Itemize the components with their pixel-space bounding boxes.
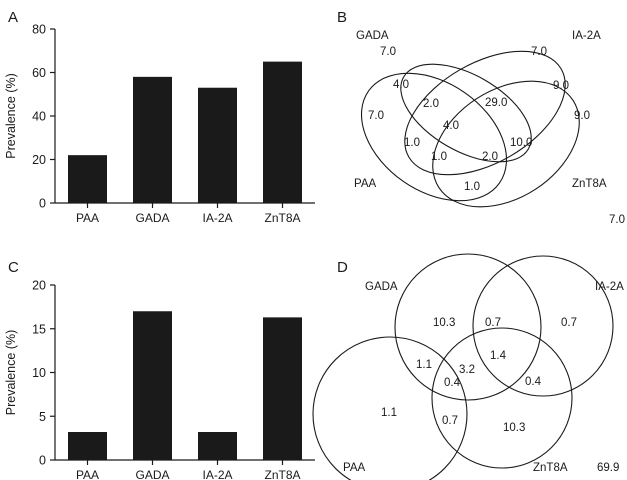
venn-b-ia2a-ellipse <box>404 50 566 176</box>
venn-b-region-gada-paa-znt8a: 1.0 <box>431 151 447 163</box>
chart-c-y-axis-label: Prevalence (%) <box>4 330 18 415</box>
chart-a-bar <box>133 76 172 203</box>
venn-d-region-gada-znt8a: 3.2 <box>459 364 475 376</box>
venn-b-region-ia2a: 7.0 <box>531 46 547 58</box>
venn-b-gada-ellipse <box>400 63 532 163</box>
chart-a-y-tick-label: 0 <box>39 197 46 211</box>
venn-b-region-paa-gada-ia2a: 1.0 <box>464 181 480 193</box>
venn-b-region-ia2a-znt8a-gada: 10.0 <box>510 137 532 149</box>
venn-b-set-label-znt8a: ZnT8A <box>572 178 607 190</box>
chart-a-y-axis-label: Prevalence (%) <box>4 73 18 158</box>
venn-b-region-paa: 7.0 <box>368 110 384 122</box>
venn-d-region-gada-paa-znt8a: 0.4 <box>444 377 461 389</box>
venn-b-set-label-gada: GADA <box>356 30 389 42</box>
venn-b-set-label-ia2a: IA-2A <box>572 30 601 42</box>
chart-c-y-tick-label: 0 <box>39 454 46 468</box>
chart-a-x-tick-label: ZnT8A <box>264 211 300 225</box>
chart-a-x-tick-label: GADA <box>135 211 169 225</box>
bar-chart-c: 0 5 10 15 20 PAA GADA IA-2A ZnT8A Prevalence (%) <box>4 279 315 480</box>
chart-c-x-tick-label: GADA <box>135 468 169 480</box>
venn-b-znt8a-ellipse <box>432 80 580 208</box>
chart-c-bar <box>133 311 172 460</box>
venn-d-region-paa: 1.1 <box>381 407 397 419</box>
chart-c-bar <box>198 432 237 460</box>
chart-c-x-tick-label: PAA <box>76 468 99 480</box>
chart-c-y-tick-label: 5 <box>39 410 46 424</box>
venn-d-region-znt8a: 10.3 <box>503 422 525 434</box>
chart-a-y-tick-label: 60 <box>32 66 46 80</box>
chart-c-y-tick-label: 15 <box>32 322 46 336</box>
venn-b-paa-ellipse <box>360 72 508 202</box>
venn-b-region-gada: 7.0 <box>380 46 396 58</box>
venn-d-set-label-znt8a: ZnT8A <box>533 462 568 474</box>
chart-c-x-tick-label: IA-2A <box>202 468 232 480</box>
venn-b-set-label-paa: PAA <box>354 178 376 190</box>
chart-a-y-tick-label: 20 <box>32 153 46 167</box>
venn-b-region-gada-ia2a: 4.0 <box>393 79 409 91</box>
venn-b-region-ia2a-znt8a: 9.0 <box>553 80 569 92</box>
venn-b-outside-value: 7.0 <box>609 214 625 226</box>
chart-c-y-tick-label: 10 <box>32 366 46 380</box>
venn-b-region-paa-znt8a: 1.0 <box>404 137 420 149</box>
venn-b-region-gada-paa: 2.0 <box>423 98 439 110</box>
chart-c-bar <box>263 317 302 460</box>
panel-label-c: C <box>8 259 19 276</box>
venn-d-region-ia2a: 0.7 <box>561 317 577 329</box>
chart-a-bar <box>263 61 302 203</box>
venn-d-region-gada-paa: 1.1 <box>416 359 432 371</box>
chart-c-x-tick-label: ZnT8A <box>264 468 300 480</box>
venn-d-region-gada-ia2a-znt8a: 1.4 <box>490 350 507 362</box>
venn-d-paa-circle <box>312 336 468 480</box>
venn-d-region-gada-ia2a: 0.7 <box>485 317 501 329</box>
venn-d-ia2a-circle <box>472 255 614 397</box>
panel-label-b: B <box>337 9 347 26</box>
chart-c-bar <box>68 432 107 460</box>
venn-b-region-znt8a: 9.0 <box>574 110 590 122</box>
venn-d-region-ia2a-znt8a: 0.4 <box>525 376 542 388</box>
chart-a-x-tick-label: PAA <box>76 211 99 225</box>
bar-chart-a: 0 20 40 60 80 PAA GADA IA-2A ZnT8A Prevalence (%) <box>4 23 315 225</box>
chart-a-bar <box>68 155 107 203</box>
venn-d-set-label-ia2a: IA-2A <box>595 281 624 293</box>
venn-b-region-ia2a-paa-znt8a: 2.0 <box>482 151 498 163</box>
panel-label-a: A <box>8 9 18 26</box>
venn-b-region-gada-ia2a-znt8a: 29.0 <box>485 97 507 109</box>
venn-b-region-all: 4.0 <box>443 120 459 132</box>
venn-d-set-label-paa: PAA <box>343 462 365 474</box>
venn-d-znt8a-circle <box>431 327 573 469</box>
venn-d-region-paa-znt8a: 0.7 <box>442 415 458 427</box>
venn-d-outside-value: 69.9 <box>597 462 619 474</box>
venn-d-gada-circle <box>394 253 542 401</box>
venn-diagram-b: GADA IA-2A PAA ZnT8A 7.0 7.0 7.0 9.0 4.0… <box>354 30 625 226</box>
venn-d-region-gada: 10.3 <box>433 317 455 329</box>
venn-diagram-d: GADA IA-2A PAA ZnT8A 10.3 0.7 1.1 10.3 0… <box>312 253 624 480</box>
chart-c-y-tick-label: 20 <box>32 279 46 293</box>
chart-a-x-tick-label: IA-2A <box>202 211 232 225</box>
chart-a-y-tick-label: 80 <box>32 23 46 37</box>
venn-d-set-label-gada: GADA <box>365 281 398 293</box>
chart-a-bar <box>198 87 237 203</box>
chart-a-y-tick-label: 40 <box>32 110 46 124</box>
panel-label-d: D <box>337 259 348 276</box>
